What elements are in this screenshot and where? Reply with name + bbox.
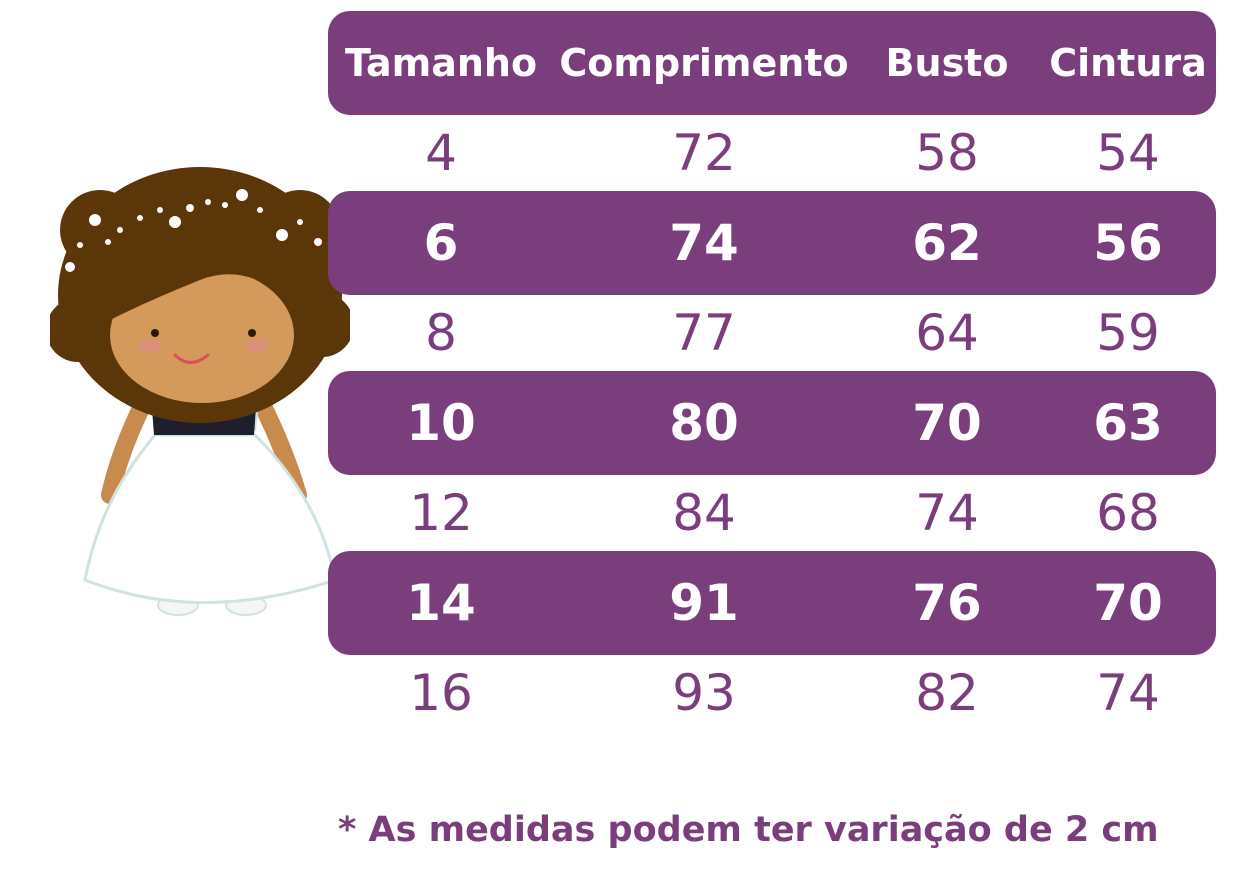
table-cell: 80 xyxy=(669,394,739,452)
table-row: 8 77 64 59 xyxy=(328,295,1216,371)
table-cell: 70 xyxy=(912,394,982,452)
table-cell: 10 xyxy=(406,394,476,452)
table-cell: 16 xyxy=(409,664,473,722)
table-cell: 14 xyxy=(406,574,476,632)
table-cell: 72 xyxy=(672,124,736,182)
table-cell: 63 xyxy=(1093,394,1163,452)
table-row: 12 84 74 68 xyxy=(328,475,1216,551)
girl-flower-dress-icon xyxy=(50,167,350,616)
table-cell: 91 xyxy=(669,574,739,632)
table-cell: 59 xyxy=(1096,304,1160,362)
table-cell: 56 xyxy=(1093,214,1163,272)
table-cell: 70 xyxy=(1093,574,1163,632)
table-cell: 74 xyxy=(1096,664,1160,722)
table-cell: 64 xyxy=(915,304,979,362)
table-cell: 93 xyxy=(672,664,736,722)
table-row: 16 93 82 74 xyxy=(328,655,1216,731)
table-cell: 8 xyxy=(425,304,457,362)
table-header: Tamanho Comprimento Busto Cintura xyxy=(328,11,1216,115)
table-row: 14 91 76 70 xyxy=(328,551,1216,655)
table-cell: 68 xyxy=(1096,484,1160,542)
table-cell: 77 xyxy=(672,304,736,362)
table-row: 6 74 62 56 xyxy=(328,191,1216,295)
table-cell: 6 xyxy=(423,214,459,272)
table-row: 10 80 70 63 xyxy=(328,371,1216,475)
header-cell: Cintura xyxy=(1049,41,1207,85)
table-cell: 4 xyxy=(425,124,457,182)
table-cell: 54 xyxy=(1096,124,1160,182)
footnote: * As medidas podem ter variação de 2 cm xyxy=(338,810,1159,850)
table-cell: 74 xyxy=(915,484,979,542)
table-cell: 82 xyxy=(915,664,979,722)
girl-illustration xyxy=(50,150,350,630)
header-cell: Busto xyxy=(885,41,1009,85)
table-cell: 12 xyxy=(409,484,473,542)
header-cell: Comprimento xyxy=(559,41,849,85)
size-table: Tamanho Comprimento Busto Cintura 4 72 5… xyxy=(328,11,1216,731)
header-cell: Tamanho xyxy=(344,41,538,85)
table-cell: 62 xyxy=(912,214,982,272)
table-cell: 58 xyxy=(915,124,979,182)
table-cell: 84 xyxy=(672,484,736,542)
table-row: 4 72 58 54 xyxy=(328,115,1216,191)
table-cell: 74 xyxy=(669,214,739,272)
table-cell: 76 xyxy=(912,574,982,632)
